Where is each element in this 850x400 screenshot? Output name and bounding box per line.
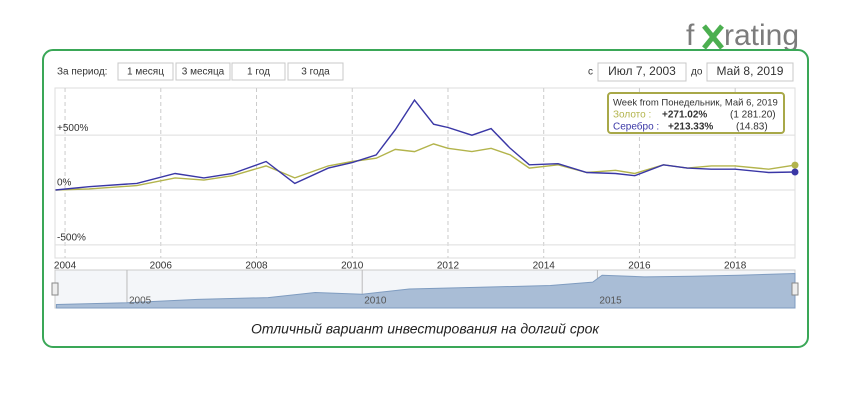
period-button[interactable] <box>287 62 344 81</box>
period-button[interactable] <box>117 62 174 81</box>
x-tick-label: 2012 <box>437 261 460 272</box>
navigator-tick-label: 2015 <box>599 296 622 307</box>
x-tick-label: 2018 <box>724 261 747 272</box>
series-line <box>55 98 796 191</box>
x-tick-label: 2010 <box>341 261 364 272</box>
x-tick-label: 2014 <box>533 261 556 272</box>
from-label: с <box>588 67 593 78</box>
period-button-label[interactable]: 3 года <box>301 67 330 78</box>
caption: Отличный вариант инвестирования на долги… <box>251 321 600 337</box>
period-label: За период: <box>57 67 107 78</box>
tooltip-name: Золото : <box>613 110 651 121</box>
x-tick-label: 2004 <box>54 261 77 272</box>
navigator-tick-label: 2005 <box>129 296 152 307</box>
period-button[interactable] <box>175 62 231 81</box>
x-tick-label: 2008 <box>245 261 268 272</box>
to-date[interactable]: Май 8, 2019 <box>717 64 784 78</box>
logo: rating <box>724 19 799 52</box>
end-marker <box>791 168 799 176</box>
period-button-label[interactable]: 1 год <box>247 67 270 78</box>
logo: f <box>686 19 695 52</box>
from-date[interactable]: Июл 7, 2003 <box>608 64 676 78</box>
tooltip-value: +271.02% <box>662 110 707 121</box>
period-button[interactable] <box>231 62 286 81</box>
tooltip-price: (1 281.20) <box>730 110 776 121</box>
y-tick-label: 0% <box>57 178 72 189</box>
navigator-tick-label: 2010 <box>364 296 387 307</box>
to-label: до <box>691 67 703 78</box>
tooltip-value: +213.33% <box>668 122 713 133</box>
navigator-area <box>55 272 796 309</box>
tooltip-title: Week from Понедельник, Май 6, 2019 <box>613 98 778 109</box>
period-button-label[interactable]: 3 месяца <box>182 67 225 78</box>
x-tick-label: 2006 <box>150 261 173 272</box>
y-tick-label: +500% <box>57 123 89 134</box>
x-tick-label: 2016 <box>628 261 651 272</box>
period-button-label[interactable]: 1 месяц <box>127 67 164 78</box>
date-input[interactable] <box>597 62 687 82</box>
navigator-handle[interactable] <box>791 282 799 296</box>
date-input[interactable] <box>706 62 794 82</box>
tooltip-price: (14.83) <box>736 122 768 133</box>
frame <box>42 49 809 348</box>
navigator-handle[interactable] <box>51 282 59 296</box>
tooltip <box>607 92 785 134</box>
y-tick-label: -500% <box>57 232 86 243</box>
logo-x <box>702 24 724 50</box>
end-marker <box>791 161 799 169</box>
tooltip-name: Серебро : <box>613 121 659 133</box>
